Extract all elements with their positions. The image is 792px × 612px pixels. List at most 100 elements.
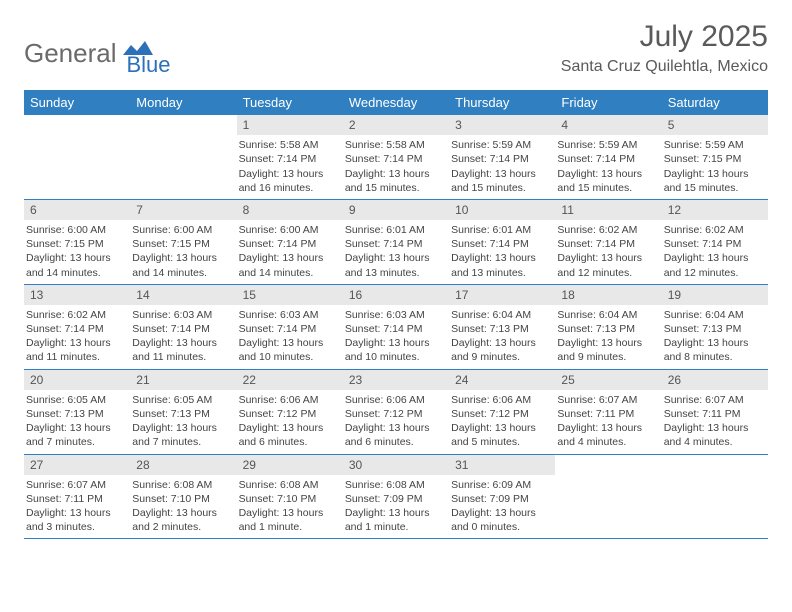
day-cell: 22Sunrise: 6:06 AMSunset: 7:12 PMDayligh… [237, 369, 343, 454]
daylight-text: Daylight: 13 hours and 11 minutes. [132, 336, 232, 364]
day-cell: 13Sunrise: 6:02 AMSunset: 7:14 PMDayligh… [24, 284, 130, 369]
sunset-text: Sunset: 7:14 PM [132, 322, 232, 336]
sunrise-text: Sunrise: 6:02 AM [664, 223, 764, 237]
sunset-text: Sunset: 7:14 PM [345, 322, 445, 336]
sunrise-text: Sunrise: 6:06 AM [345, 393, 445, 407]
sunset-text: Sunset: 7:12 PM [239, 407, 339, 421]
sunset-text: Sunset: 7:14 PM [451, 237, 551, 251]
day-cell [24, 115, 130, 199]
calendar-table: Sunday Monday Tuesday Wednesday Thursday… [24, 90, 768, 539]
sunset-text: Sunset: 7:13 PM [557, 322, 657, 336]
sunset-text: Sunset: 7:12 PM [345, 407, 445, 421]
sunrise-text: Sunrise: 6:07 AM [557, 393, 657, 407]
day-details: Sunrise: 6:03 AMSunset: 7:14 PMDaylight:… [130, 308, 236, 365]
title-block: July 2025 Santa Cruz Quilehtla, Mexico [561, 20, 768, 76]
sunset-text: Sunset: 7:14 PM [26, 322, 126, 336]
sunrise-text: Sunrise: 5:58 AM [345, 138, 445, 152]
sunset-text: Sunset: 7:09 PM [345, 492, 445, 506]
sunrise-text: Sunrise: 6:00 AM [132, 223, 232, 237]
day-cell: 20Sunrise: 6:05 AMSunset: 7:13 PMDayligh… [24, 369, 130, 454]
day-number: 21 [130, 370, 236, 390]
daylight-text: Daylight: 13 hours and 7 minutes. [26, 421, 126, 449]
day-cell: 8Sunrise: 6:00 AMSunset: 7:14 PMDaylight… [237, 199, 343, 284]
sunrise-text: Sunrise: 6:01 AM [345, 223, 445, 237]
sunrise-text: Sunrise: 6:09 AM [451, 478, 551, 492]
day-cell: 27Sunrise: 6:07 AMSunset: 7:11 PMDayligh… [24, 454, 130, 539]
daylight-text: Daylight: 13 hours and 13 minutes. [345, 251, 445, 279]
daylight-text: Daylight: 13 hours and 13 minutes. [451, 251, 551, 279]
sunset-text: Sunset: 7:13 PM [26, 407, 126, 421]
day-number: 19 [662, 285, 768, 305]
day-details: Sunrise: 5:58 AMSunset: 7:14 PMDaylight:… [237, 138, 343, 195]
sunrise-text: Sunrise: 5:58 AM [239, 138, 339, 152]
sunset-text: Sunset: 7:14 PM [345, 237, 445, 251]
day-number: 3 [449, 115, 555, 135]
day-number: 29 [237, 455, 343, 475]
day-cell: 24Sunrise: 6:06 AMSunset: 7:12 PMDayligh… [449, 369, 555, 454]
logo-text-general: General [24, 38, 117, 69]
sunset-text: Sunset: 7:13 PM [664, 322, 764, 336]
day-cell: 15Sunrise: 6:03 AMSunset: 7:14 PMDayligh… [237, 284, 343, 369]
day-number: 15 [237, 285, 343, 305]
day-number: 20 [24, 370, 130, 390]
day-details: Sunrise: 6:00 AMSunset: 7:15 PMDaylight:… [24, 223, 130, 280]
daylight-text: Daylight: 13 hours and 4 minutes. [557, 421, 657, 449]
sunset-text: Sunset: 7:13 PM [132, 407, 232, 421]
week-row: 6Sunrise: 6:00 AMSunset: 7:15 PMDaylight… [24, 199, 768, 284]
daylight-text: Daylight: 13 hours and 6 minutes. [239, 421, 339, 449]
day-details: Sunrise: 5:59 AMSunset: 7:14 PMDaylight:… [555, 138, 661, 195]
day-details: Sunrise: 6:02 AMSunset: 7:14 PMDaylight:… [555, 223, 661, 280]
day-cell: 11Sunrise: 6:02 AMSunset: 7:14 PMDayligh… [555, 199, 661, 284]
day-details: Sunrise: 6:08 AMSunset: 7:10 PMDaylight:… [130, 478, 236, 535]
daylight-text: Daylight: 13 hours and 14 minutes. [132, 251, 232, 279]
day-number: 10 [449, 200, 555, 220]
day-details: Sunrise: 5:59 AMSunset: 7:14 PMDaylight:… [449, 138, 555, 195]
sunrise-text: Sunrise: 6:07 AM [26, 478, 126, 492]
daylight-text: Daylight: 13 hours and 5 minutes. [451, 421, 551, 449]
sunset-text: Sunset: 7:14 PM [239, 322, 339, 336]
sunrise-text: Sunrise: 6:08 AM [132, 478, 232, 492]
day-cell: 14Sunrise: 6:03 AMSunset: 7:14 PMDayligh… [130, 284, 236, 369]
sunrise-text: Sunrise: 6:05 AM [132, 393, 232, 407]
day-number: 18 [555, 285, 661, 305]
week-row: 13Sunrise: 6:02 AMSunset: 7:14 PMDayligh… [24, 284, 768, 369]
day-details: Sunrise: 6:07 AMSunset: 7:11 PMDaylight:… [662, 393, 768, 450]
day-header: Thursday [449, 90, 555, 115]
daylight-text: Daylight: 13 hours and 15 minutes. [557, 167, 657, 195]
day-number: 28 [130, 455, 236, 475]
day-number: 30 [343, 455, 449, 475]
day-cell: 16Sunrise: 6:03 AMSunset: 7:14 PMDayligh… [343, 284, 449, 369]
sunset-text: Sunset: 7:10 PM [239, 492, 339, 506]
day-header: Friday [555, 90, 661, 115]
sunrise-text: Sunrise: 6:02 AM [557, 223, 657, 237]
daylight-text: Daylight: 13 hours and 12 minutes. [664, 251, 764, 279]
day-cell: 3 Sunrise: 5:59 AMSunset: 7:14 PMDaylight… [449, 115, 555, 199]
daylight-text: Daylight: 13 hours and 1 minute. [239, 506, 339, 534]
day-cell: 18Sunrise: 6:04 AMSunset: 7:13 PMDayligh… [555, 284, 661, 369]
day-details: Sunrise: 6:08 AMSunset: 7:10 PMDaylight:… [237, 478, 343, 535]
week-row: 20Sunrise: 6:05 AMSunset: 7:13 PMDayligh… [24, 369, 768, 454]
sunrise-text: Sunrise: 6:04 AM [557, 308, 657, 322]
daylight-text: Daylight: 13 hours and 14 minutes. [26, 251, 126, 279]
week-row: 27Sunrise: 6:07 AMSunset: 7:11 PMDayligh… [24, 454, 768, 539]
day-details: Sunrise: 6:02 AMSunset: 7:14 PMDaylight:… [662, 223, 768, 280]
sunset-text: Sunset: 7:11 PM [557, 407, 657, 421]
day-details: Sunrise: 6:02 AMSunset: 7:14 PMDaylight:… [24, 308, 130, 365]
sunset-text: Sunset: 7:14 PM [451, 152, 551, 166]
day-details: Sunrise: 5:59 AMSunset: 7:15 PMDaylight:… [662, 138, 768, 195]
sunrise-text: Sunrise: 6:01 AM [451, 223, 551, 237]
day-number: 17 [449, 285, 555, 305]
day-number: 4 [555, 115, 661, 135]
sunset-text: Sunset: 7:14 PM [345, 152, 445, 166]
daylight-text: Daylight: 13 hours and 10 minutes. [345, 336, 445, 364]
day-cell: 10 Sunrise: 6:01 AMSunset: 7:14 PMDayligh… [449, 199, 555, 284]
daylight-text: Daylight: 13 hours and 16 minutes. [239, 167, 339, 195]
day-details: Sunrise: 6:06 AMSunset: 7:12 PMDaylight:… [343, 393, 449, 450]
sunrise-text: Sunrise: 6:03 AM [132, 308, 232, 322]
daylight-text: Daylight: 13 hours and 15 minutes. [451, 167, 551, 195]
day-number: 12 [662, 200, 768, 220]
day-cell: 9Sunrise: 6:01 AMSunset: 7:14 PMDaylight… [343, 199, 449, 284]
day-number: 25 [555, 370, 661, 390]
daylight-text: Daylight: 13 hours and 7 minutes. [132, 421, 232, 449]
sunset-text: Sunset: 7:14 PM [239, 237, 339, 251]
